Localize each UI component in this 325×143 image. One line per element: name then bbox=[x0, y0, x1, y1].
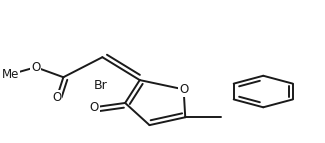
Text: Me: Me bbox=[2, 68, 19, 81]
Text: O: O bbox=[31, 61, 40, 74]
Text: O: O bbox=[179, 83, 188, 96]
Text: O: O bbox=[90, 101, 99, 114]
Text: Br: Br bbox=[94, 79, 107, 92]
Text: O: O bbox=[52, 91, 61, 104]
